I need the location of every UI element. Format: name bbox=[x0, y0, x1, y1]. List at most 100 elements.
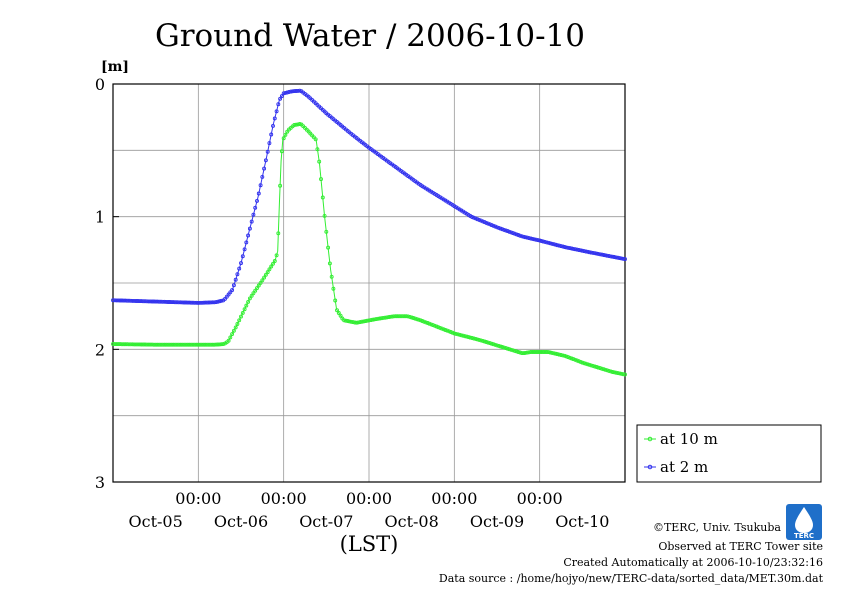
data-point bbox=[566, 355, 571, 360]
data-point bbox=[182, 342, 187, 347]
x-tick-time-label: 00:00 bbox=[431, 489, 477, 508]
data-point bbox=[427, 321, 432, 326]
data-point bbox=[559, 244, 563, 249]
data-point bbox=[139, 299, 144, 304]
data-point bbox=[505, 346, 510, 351]
data-point bbox=[377, 316, 382, 321]
data-point bbox=[454, 331, 459, 336]
x-axis-label: (LST) bbox=[340, 532, 399, 556]
created-text: Created Automatically at 2006-10-10/23:3… bbox=[563, 556, 823, 569]
data-point bbox=[221, 342, 226, 347]
data-point bbox=[297, 122, 302, 126]
data-point bbox=[132, 298, 137, 303]
data-point bbox=[205, 342, 210, 347]
data-point bbox=[258, 183, 263, 188]
data-point bbox=[201, 300, 206, 305]
data-point bbox=[571, 246, 576, 251]
data-point bbox=[484, 340, 489, 344]
data-point bbox=[482, 339, 487, 344]
data-point bbox=[543, 350, 547, 354]
data-point bbox=[150, 299, 155, 304]
data-point bbox=[546, 350, 551, 355]
data-point bbox=[192, 300, 197, 305]
data-point bbox=[121, 342, 126, 347]
data-point bbox=[253, 205, 258, 210]
data-point bbox=[583, 361, 588, 366]
data-point bbox=[591, 363, 595, 368]
data-point bbox=[135, 299, 140, 303]
data-point bbox=[400, 314, 405, 319]
data-point bbox=[265, 270, 270, 275]
data-point bbox=[386, 315, 391, 320]
data-point bbox=[199, 342, 204, 347]
data-point bbox=[598, 366, 603, 371]
data-point bbox=[212, 342, 217, 347]
data-point bbox=[610, 254, 615, 259]
data-point bbox=[237, 318, 242, 323]
observed-text: Observed at TERC Tower site bbox=[658, 540, 823, 553]
data-point bbox=[457, 332, 462, 337]
data-point bbox=[162, 342, 167, 347]
data-point bbox=[528, 350, 533, 354]
data-point bbox=[459, 333, 464, 338]
data-point bbox=[173, 300, 178, 305]
data-point bbox=[608, 369, 613, 374]
data-point bbox=[271, 123, 275, 128]
data-point bbox=[159, 342, 163, 347]
data-point bbox=[411, 316, 416, 320]
data-point bbox=[210, 300, 215, 305]
data-point bbox=[148, 342, 153, 347]
data-point bbox=[164, 299, 169, 304]
data-point bbox=[327, 261, 332, 266]
data-point bbox=[496, 343, 501, 348]
data-point bbox=[580, 248, 585, 253]
data-point bbox=[511, 231, 515, 236]
data-point bbox=[587, 250, 592, 255]
data-point bbox=[420, 319, 425, 323]
data-point bbox=[123, 342, 128, 347]
data-point bbox=[569, 246, 574, 251]
data-point bbox=[160, 299, 165, 304]
data-point bbox=[239, 314, 243, 319]
data-point bbox=[112, 342, 117, 347]
data-point bbox=[573, 357, 578, 362]
data-point bbox=[571, 357, 576, 362]
y-tick-label: 1 bbox=[95, 208, 105, 227]
data-point bbox=[431, 323, 435, 328]
data-point bbox=[365, 318, 370, 323]
data-point bbox=[585, 362, 590, 367]
data-point bbox=[196, 300, 201, 305]
data-point bbox=[198, 300, 203, 305]
x-day-label: Oct-09 bbox=[470, 512, 524, 531]
data-point bbox=[523, 350, 528, 355]
data-point bbox=[175, 300, 179, 305]
data-point bbox=[516, 233, 521, 237]
data-point bbox=[491, 223, 496, 228]
data-point bbox=[265, 149, 270, 154]
logo-text: TERC bbox=[794, 532, 814, 540]
data-point bbox=[532, 237, 537, 242]
data-point bbox=[246, 299, 251, 304]
series-1 bbox=[111, 88, 627, 305]
data-point bbox=[564, 354, 569, 359]
data-point bbox=[447, 329, 451, 334]
data-point bbox=[601, 253, 606, 257]
data-point bbox=[544, 240, 549, 245]
data-point bbox=[422, 319, 427, 324]
data-point bbox=[530, 236, 535, 241]
data-point bbox=[212, 300, 217, 305]
data-point bbox=[166, 300, 171, 304]
data-point bbox=[525, 350, 530, 355]
data-point bbox=[203, 342, 208, 347]
data-point bbox=[183, 342, 188, 347]
data-point bbox=[551, 242, 556, 247]
y-tick-label: 2 bbox=[95, 340, 105, 359]
data-point bbox=[486, 340, 491, 345]
data-point bbox=[404, 314, 409, 319]
y-tick-label: 0 bbox=[95, 75, 105, 94]
data-point bbox=[527, 350, 531, 355]
data-point bbox=[498, 344, 503, 349]
grid bbox=[113, 84, 625, 482]
data-point bbox=[587, 362, 592, 367]
data-point bbox=[384, 315, 389, 320]
